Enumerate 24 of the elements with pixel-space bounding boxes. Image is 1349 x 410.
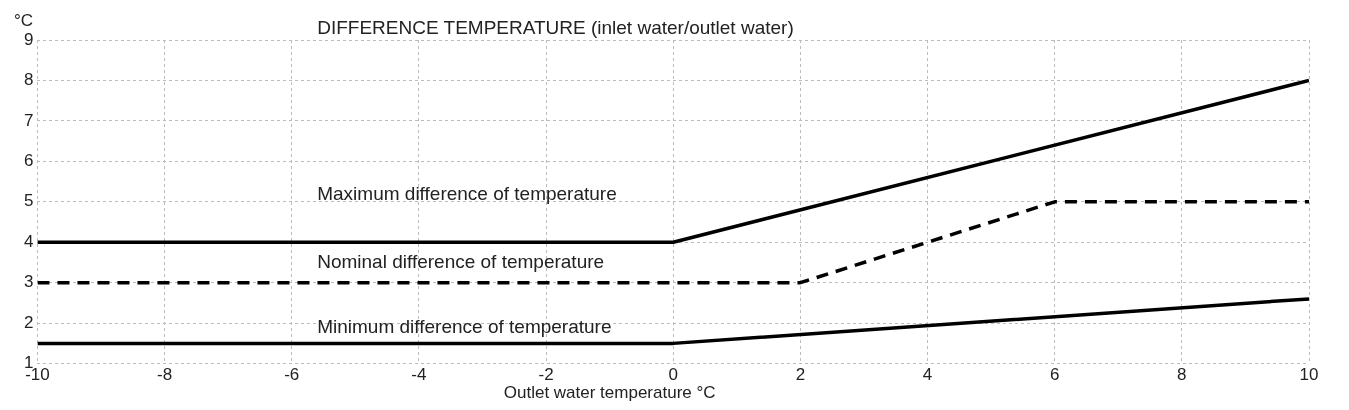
x-axis-title: Outlet water temperature °C — [503, 382, 716, 402]
y-tick-label: 8 — [23, 70, 34, 90]
y-tick-label: 5 — [23, 191, 34, 211]
y-tick-label: 3 — [23, 272, 34, 292]
x-tick-label: 6 — [1049, 365, 1060, 385]
y-tick-label: 9 — [23, 29, 34, 49]
y-tick-label: 2 — [23, 312, 34, 332]
x-tick-label: 0 — [668, 365, 678, 385]
y-tick-label: 7 — [23, 110, 34, 130]
x-tick-label: 8 — [1177, 365, 1187, 385]
x-tick-label: 10 — [1299, 365, 1319, 385]
x-tick-label: -2 — [538, 365, 554, 385]
y-tick-label: 6 — [23, 151, 34, 171]
series-label: Nominal difference of temperature — [317, 251, 605, 273]
text: Maximum difference of temperature — [317, 182, 617, 204]
x-tick-label: 2 — [795, 365, 806, 385]
x-tick-label: -8 — [157, 365, 173, 385]
x-tick-label: -6 — [284, 365, 300, 385]
series-label: Minimum difference of temperature — [317, 316, 612, 338]
y-tick-label: 4 — [23, 231, 34, 251]
y-axis-title: °C — [13, 11, 33, 30]
chart-title: DIFFERENCE TEMPERATURE (inlet water/outlet water) — [317, 17, 794, 38]
x-tick-label: -4 — [411, 365, 427, 385]
x-tick-label: 4 — [922, 365, 933, 385]
